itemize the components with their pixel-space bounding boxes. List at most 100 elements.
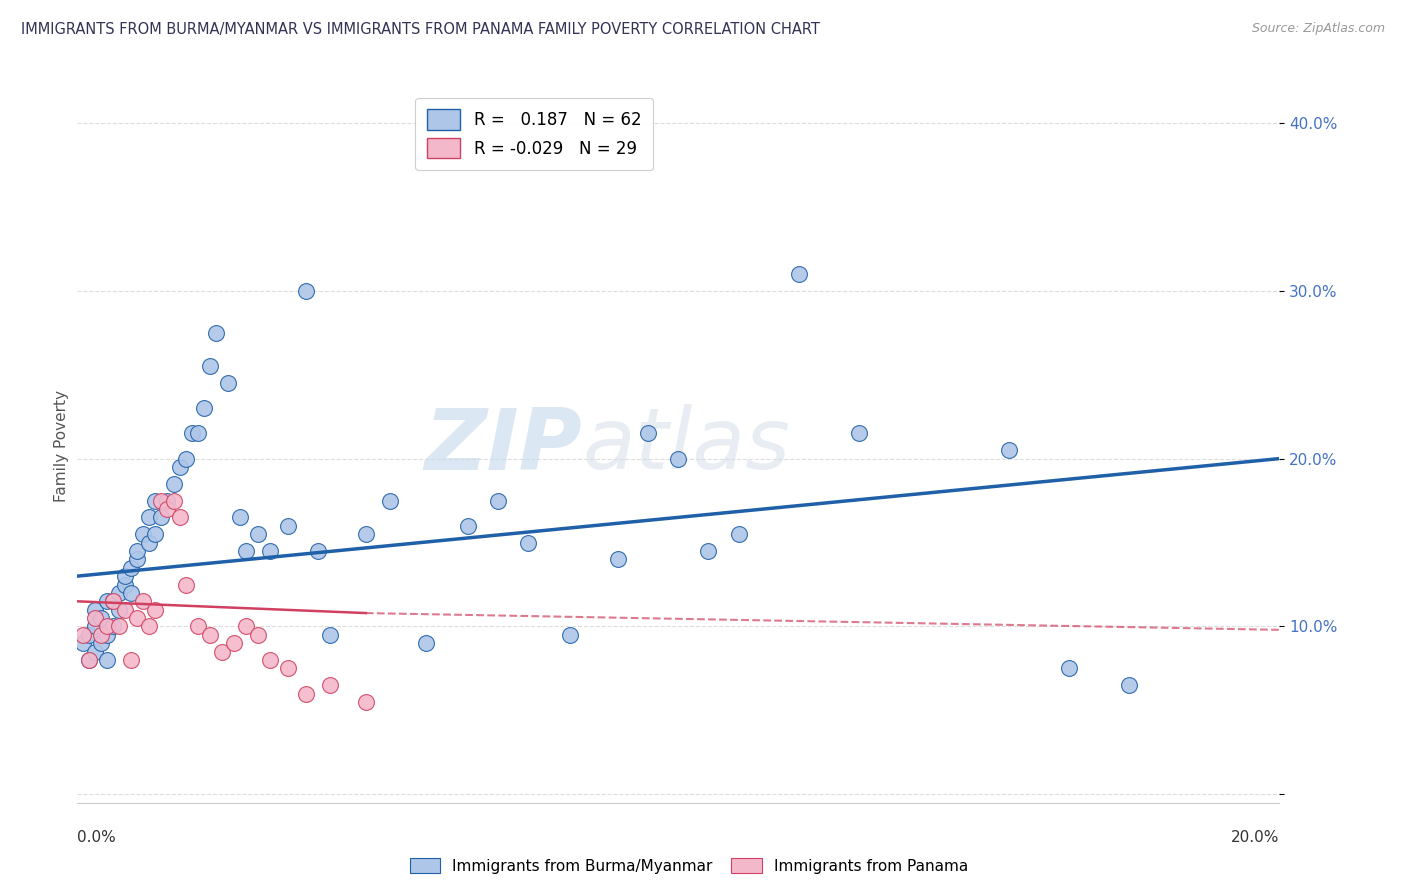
Point bbox=[79, 653, 101, 667]
Point bbox=[277, 661, 299, 675]
Point bbox=[174, 451, 197, 466]
Point bbox=[169, 510, 191, 524]
Point bbox=[486, 493, 509, 508]
Point bbox=[560, 628, 582, 642]
Point bbox=[84, 611, 107, 625]
Point bbox=[114, 569, 136, 583]
Point bbox=[132, 594, 155, 608]
Point bbox=[90, 611, 112, 625]
Point bbox=[132, 527, 155, 541]
Point bbox=[150, 493, 173, 508]
Point bbox=[235, 619, 257, 633]
Point bbox=[103, 619, 125, 633]
Point bbox=[259, 544, 281, 558]
Point bbox=[84, 645, 107, 659]
Point bbox=[235, 544, 257, 558]
Point bbox=[228, 510, 250, 524]
Point bbox=[246, 628, 269, 642]
Point bbox=[156, 493, 179, 508]
Point bbox=[127, 544, 149, 558]
Point bbox=[186, 619, 209, 633]
Text: ZIP: ZIP bbox=[425, 404, 582, 488]
Text: IMMIGRANTS FROM BURMA/MYANMAR VS IMMIGRANTS FROM PANAMA FAMILY POVERTY CORRELATI: IMMIGRANTS FROM BURMA/MYANMAR VS IMMIGRA… bbox=[21, 22, 820, 37]
Point bbox=[517, 535, 540, 549]
Point bbox=[294, 687, 316, 701]
Point bbox=[246, 527, 269, 541]
Point bbox=[103, 594, 125, 608]
Point bbox=[697, 544, 720, 558]
Point bbox=[174, 577, 197, 591]
Point bbox=[114, 577, 136, 591]
Point bbox=[145, 603, 167, 617]
Point bbox=[156, 502, 179, 516]
Point bbox=[378, 493, 401, 508]
Point bbox=[108, 603, 131, 617]
Point bbox=[162, 476, 184, 491]
Point bbox=[848, 426, 870, 441]
Text: atlas: atlas bbox=[582, 404, 790, 488]
Point bbox=[259, 653, 281, 667]
Point bbox=[120, 586, 142, 600]
Point bbox=[127, 552, 149, 566]
Point bbox=[127, 611, 149, 625]
Point bbox=[319, 628, 342, 642]
Point bbox=[217, 376, 239, 390]
Point bbox=[277, 518, 299, 533]
Point bbox=[211, 645, 233, 659]
Point bbox=[186, 426, 209, 441]
Point bbox=[103, 594, 125, 608]
Point bbox=[145, 493, 167, 508]
Point bbox=[162, 493, 184, 508]
Point bbox=[150, 510, 173, 524]
Point bbox=[120, 653, 142, 667]
Point bbox=[169, 460, 191, 475]
Point bbox=[204, 326, 226, 340]
Point bbox=[607, 552, 630, 566]
Point bbox=[138, 510, 160, 524]
Point bbox=[79, 653, 101, 667]
Point bbox=[138, 535, 160, 549]
Legend: Immigrants from Burma/Myanmar, Immigrants from Panama: Immigrants from Burma/Myanmar, Immigrant… bbox=[404, 852, 974, 880]
Point bbox=[198, 628, 221, 642]
Text: 20.0%: 20.0% bbox=[1232, 830, 1279, 845]
Point bbox=[193, 401, 215, 416]
Point bbox=[1118, 678, 1140, 692]
Point bbox=[319, 678, 342, 692]
Point bbox=[457, 518, 479, 533]
Point bbox=[354, 527, 377, 541]
Point bbox=[84, 603, 107, 617]
Point bbox=[787, 267, 810, 281]
Point bbox=[108, 586, 131, 600]
Point bbox=[727, 527, 749, 541]
Point bbox=[637, 426, 659, 441]
Point bbox=[79, 628, 101, 642]
Point bbox=[180, 426, 202, 441]
Point bbox=[72, 636, 94, 650]
Point bbox=[96, 653, 118, 667]
Point bbox=[108, 619, 131, 633]
Point bbox=[96, 619, 118, 633]
Point bbox=[307, 544, 329, 558]
Point bbox=[90, 628, 112, 642]
Text: Source: ZipAtlas.com: Source: ZipAtlas.com bbox=[1251, 22, 1385, 36]
Point bbox=[1057, 661, 1080, 675]
Point bbox=[998, 443, 1021, 458]
Text: 0.0%: 0.0% bbox=[77, 830, 117, 845]
Point bbox=[138, 619, 160, 633]
Point bbox=[415, 636, 437, 650]
Point bbox=[198, 359, 221, 374]
Point bbox=[72, 628, 94, 642]
Point bbox=[114, 603, 136, 617]
Y-axis label: Family Poverty: Family Poverty bbox=[53, 390, 69, 502]
Point bbox=[354, 695, 377, 709]
Point bbox=[96, 594, 118, 608]
Point bbox=[120, 560, 142, 574]
Point bbox=[84, 619, 107, 633]
Point bbox=[294, 284, 316, 298]
Point bbox=[145, 527, 167, 541]
Point bbox=[90, 636, 112, 650]
Point bbox=[96, 628, 118, 642]
Point bbox=[668, 451, 690, 466]
Legend: R =   0.187   N = 62, R = -0.029   N = 29: R = 0.187 N = 62, R = -0.029 N = 29 bbox=[415, 97, 652, 169]
Point bbox=[222, 636, 245, 650]
